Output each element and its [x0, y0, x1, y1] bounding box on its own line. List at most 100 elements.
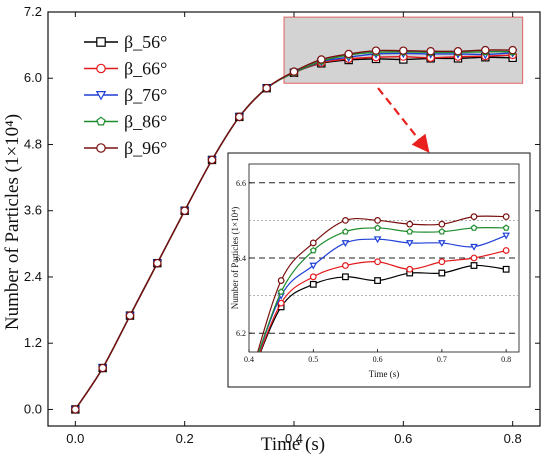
legend-item-96: β_96°: [84, 138, 167, 158]
legend-item-56: β_56°: [84, 32, 167, 52]
inset-x-tick-label: 0.4: [244, 355, 254, 364]
main-x-tick-label: 0.6: [394, 431, 412, 446]
inset-data-point: [406, 228, 414, 235]
legend-label: β_76°: [124, 85, 167, 105]
inset-data-point: [438, 240, 446, 247]
inset-data-point: [406, 265, 414, 273]
inset-series-96: [257, 213, 510, 352]
main-data-point: [180, 206, 189, 215]
legend-marker: [96, 37, 106, 47]
inset-y-tick-label: 6.2: [236, 329, 246, 338]
main-data-point: [153, 258, 162, 268]
main-data-point: [317, 55, 326, 64]
legend-label: β_96°: [124, 138, 167, 158]
inset-data-point: [309, 273, 317, 281]
inset-data-point: [502, 213, 510, 221]
legend-item-76: β_76°: [84, 85, 167, 105]
inset-chart: 0.4 0.5 0.6 0.7 0.8 6.2 6.4 6.6 Time (s) Number…: [227, 152, 531, 388]
inset-y-tick-label: 6.4: [236, 254, 246, 263]
legend-label: β_86°: [124, 112, 167, 132]
main-x-axis-title: Time (s): [261, 434, 325, 455]
main-y-tick-label: 0.0: [24, 401, 42, 416]
main-data-point: [125, 311, 135, 320]
main-series-markers-96: [71, 45, 517, 414]
inset-data-point: [502, 224, 510, 231]
inset-data-point: [342, 262, 349, 269]
main-data-point: [71, 405, 80, 414]
main-data-point: [453, 46, 463, 56]
inset-data-point: [277, 288, 285, 295]
main-data-point: [235, 112, 244, 122]
main-data-point: [508, 45, 517, 55]
inset-data-point: [309, 246, 317, 254]
main-y-axis-title: Number of Particles (1×10⁴): [2, 114, 23, 330]
main-y-tick-label: 7.2: [24, 4, 42, 19]
main-tick-labels: 0.0 0.2 0.4 0.6 0.8 0.0 1.2 2.4 3.6 4.8 6.0 7.2: [24, 4, 522, 446]
inset-series-56: [260, 262, 510, 352]
inset-data-point: [309, 262, 318, 270]
legend-label: β_56°: [124, 32, 167, 52]
inset-series-group: [257, 213, 510, 352]
main-data-point: [371, 46, 381, 55]
main-data-point: [207, 155, 217, 165]
inset-data-point: [470, 213, 478, 221]
inset-data-point: [438, 228, 446, 235]
inset-data-point: [502, 247, 510, 254]
inset-x-tick-label: 0.8: [501, 355, 511, 364]
inset-data-point: [470, 243, 478, 251]
legend: β_56° β_66° β_76° β_86° β_96°: [84, 32, 167, 158]
inset-x-axis-title: Time (s): [369, 369, 399, 379]
legend-marker: [95, 91, 107, 101]
legend-marker: [96, 116, 106, 126]
main-data-point: [262, 83, 271, 93]
inset-data-point: [342, 273, 349, 281]
main-y-tick-label: 1.2: [24, 335, 42, 350]
main-data-point: [481, 45, 490, 55]
main-y-tick-label: 3.6: [24, 203, 42, 218]
inset-data-point: [342, 216, 349, 224]
inset-data-point: [342, 228, 349, 235]
inset-series-86: [258, 224, 510, 352]
inset-data-point: [438, 269, 446, 277]
main-x-tick-label: 0.8: [504, 431, 522, 446]
inset-data-point: [309, 280, 317, 288]
inset-data-point: [277, 299, 285, 307]
inset-data-point: [502, 232, 510, 240]
inset-data-point: [406, 220, 414, 228]
main-axis-ticks: [48, 11, 540, 426]
main-data-point: [289, 67, 299, 76]
main-data-point: [426, 46, 435, 56]
inset-data-point: [374, 258, 381, 266]
main-y-tick-label: 4.8: [24, 136, 42, 151]
inset-data-point: [470, 224, 478, 231]
legend-item-66: β_66°: [84, 59, 167, 79]
inset-x-tick-label: 0.5: [308, 355, 318, 364]
inset-y-axis-title: Number of Particles (1×10⁴): [230, 207, 240, 309]
main-data-point: [98, 363, 107, 373]
inset-data-point: [374, 224, 381, 231]
inset-data-point: [470, 254, 478, 262]
main-x-tick-label: 0.4: [285, 431, 303, 446]
inset-data-point: [405, 240, 414, 247]
inset-data-point: [438, 258, 446, 266]
inset-tick-labels: 0.4 0.5 0.6 0.7 0.8 6.2 6.4 6.6: [236, 179, 511, 364]
inset-data-point: [277, 277, 285, 284]
legend-marker: [96, 63, 106, 74]
inset-y-tick-label: 6.6: [236, 179, 246, 188]
main-data-point: [399, 46, 408, 55]
inset-x-tick-label: 0.7: [437, 355, 447, 364]
main-y-tick-label: 2.4: [24, 269, 42, 284]
inset-data-point: [341, 240, 350, 247]
main-x-tick-label: 0.0: [66, 431, 84, 446]
legend-marker: [96, 143, 106, 153]
inset-series-66: [259, 247, 510, 352]
inset-data-point: [502, 265, 510, 273]
inset-data-point: [470, 262, 478, 269]
inset-data-point: [309, 239, 317, 247]
inset-data-point: [374, 277, 381, 284]
inset-data-point: [438, 220, 446, 228]
legend-item-86: β_86°: [84, 112, 167, 132]
inset-axis-ticks: [248, 182, 507, 352]
main-y-tick-label: 6.0: [24, 70, 42, 85]
